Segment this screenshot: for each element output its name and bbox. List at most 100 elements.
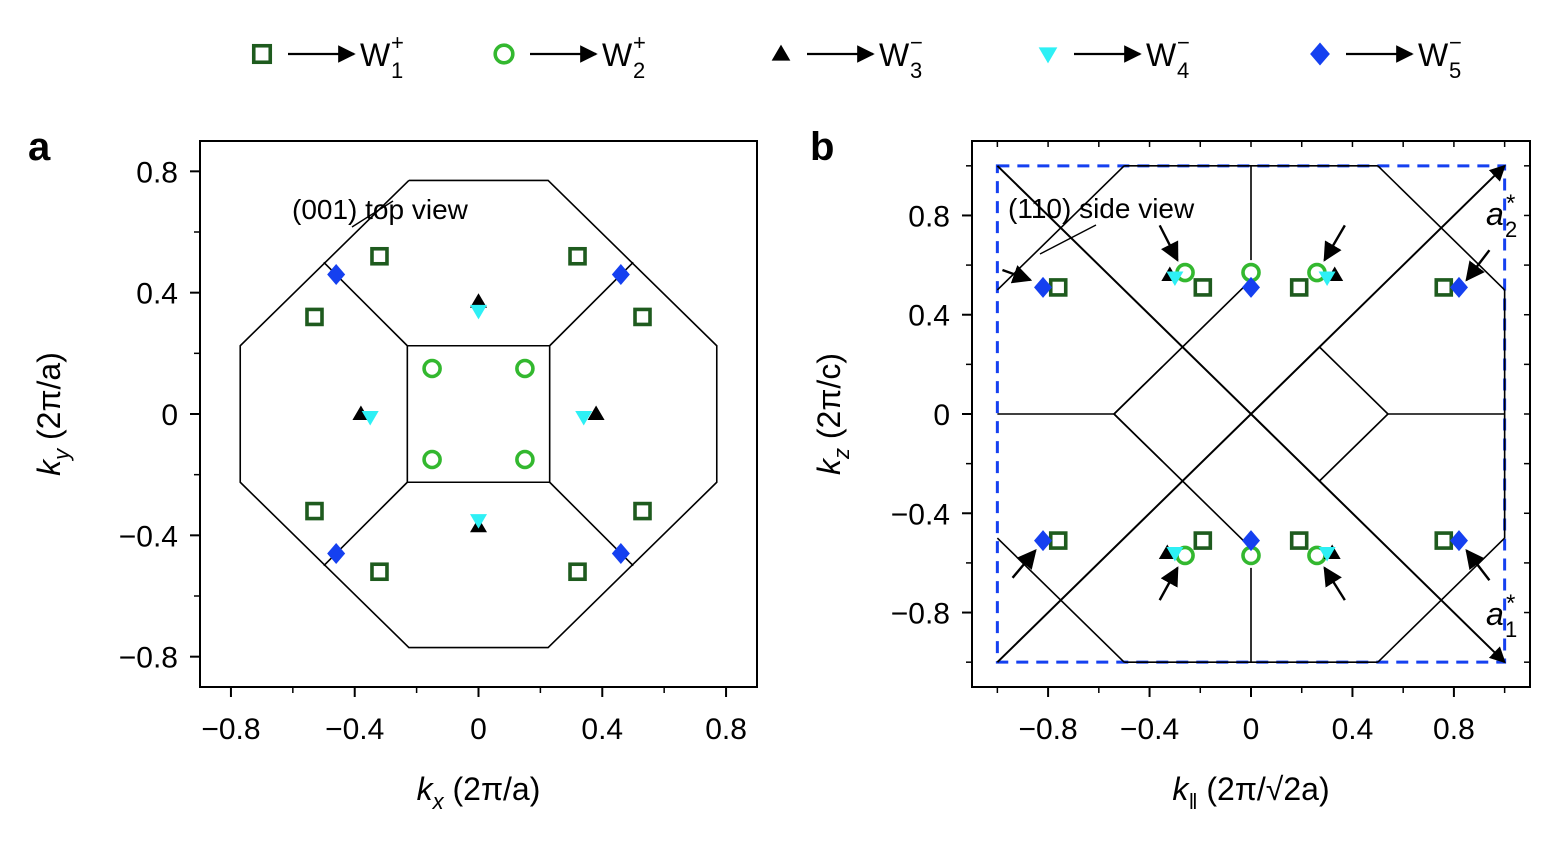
series-w4-minus (1166, 271, 1336, 562)
view-annotation: (110) side view (1008, 193, 1195, 224)
pointer-arrow (1323, 224, 1346, 262)
x-tick-label: 0.4 (581, 713, 623, 746)
data-point (1166, 271, 1184, 286)
series-w4-minus (361, 304, 593, 529)
annotation-leader (1039, 224, 1097, 255)
series-w5-minus (327, 263, 630, 565)
legend-marker (1310, 42, 1330, 66)
pointer-arrow (1002, 265, 1033, 284)
vector-label-a1: a (1486, 596, 1504, 632)
y-tick-label: 0 (933, 399, 950, 432)
legend-marker (493, 43, 515, 65)
bz-boundary-line (1250, 413, 1321, 482)
x-tick-label: 0.8 (705, 713, 747, 746)
data-point (1034, 276, 1053, 298)
data-point (1449, 530, 1468, 552)
legend-sup: − (910, 30, 923, 55)
bz-boundary-line (1113, 346, 1184, 415)
y-label-unit: (2π/a) (31, 352, 67, 449)
data-point (611, 543, 630, 565)
panel-a: a−0.8 −0.4 0 0.4 0.8−0.8−0.400.40.8kx (2π/a)… (28, 125, 758, 814)
x-tick-label: −0.4 (325, 713, 384, 746)
panel-letter: b (810, 125, 834, 169)
y-tick-label: −0.8 (891, 598, 950, 631)
legend-item-w5: W − 5 (1310, 30, 1462, 83)
legend-sup: − (1177, 30, 1190, 55)
legend-name: W (602, 37, 633, 73)
data-point (470, 293, 487, 308)
pointer-arrow (1158, 224, 1179, 262)
x-axis-label: k‖ (2π/√2a) (1172, 771, 1329, 814)
data-point (1034, 530, 1053, 552)
data-point (422, 358, 442, 379)
legend-item-w4: W − 4 (1038, 30, 1190, 83)
bz-boundary-line (1250, 346, 1321, 415)
x-tick-label: −0.4 (1120, 713, 1179, 746)
data-point (611, 263, 630, 285)
x-axis-label: kx (2π/a) (417, 771, 541, 814)
data-point (587, 405, 605, 420)
x-tick-label: 0 (1243, 713, 1260, 746)
x-label-unit: (2π/√2a) (1197, 771, 1329, 807)
legend-sup: + (633, 30, 646, 55)
vector-label-letter: a (1486, 196, 1504, 232)
y-label-var: k (811, 457, 847, 475)
data-point (1434, 531, 1454, 550)
y-tick-label: 0.4 (136, 278, 178, 311)
legend-name: W (879, 37, 910, 73)
y-tick-label: 0.4 (908, 300, 950, 333)
x-tick-label: 0.4 (1332, 713, 1374, 746)
y-axis-label: kz (2π/c) (811, 353, 854, 475)
data-point (515, 449, 535, 470)
legend-marker (1038, 47, 1058, 64)
legend-name: W (1146, 37, 1177, 73)
pointer-arrow (1465, 249, 1491, 282)
legend-item-w2: W +2 (493, 30, 646, 83)
series-w1-minusplus (305, 246, 652, 582)
legend-item-w3: W − 3 (771, 30, 923, 83)
data-point (422, 449, 442, 470)
legend-sup: + (391, 30, 404, 55)
x-label-sub: ‖ (1188, 789, 1197, 814)
vector-label-sup: * (1505, 190, 1515, 217)
legend: W +1 W +2 W −3 W −4 W −5 (251, 30, 1462, 83)
data-point (1048, 531, 1068, 550)
panel-b: b−0.8 −0.4 0 0.4 0.8−0.8−0.400.40.8k‖ (2π/√2… (810, 125, 1531, 814)
y-tick-label: −0.4 (119, 520, 178, 553)
data-point (1318, 546, 1336, 562)
x-label-var: k (1172, 771, 1190, 807)
bz-boundary-line (1181, 279, 1252, 348)
bz-boundary-line (1318, 480, 1442, 601)
y-label-sub: z (829, 448, 854, 460)
series-w5-minus (1034, 276, 1468, 552)
vector-label-a2: a (1486, 196, 1504, 232)
data-point (1193, 531, 1213, 550)
pointer-arrow (1158, 566, 1179, 601)
bz-boundary-line (406, 344, 551, 484)
x-tick-label: 0 (470, 713, 487, 746)
legend-sub: 2 (633, 58, 645, 83)
data-point (633, 501, 652, 521)
legend-label: W (360, 37, 391, 73)
legend-sub: 3 (910, 58, 922, 83)
data-point (568, 246, 587, 266)
plot-frame (199, 140, 758, 688)
vector-label-sub: 1 (1505, 617, 1517, 642)
y-tick-label: −0.8 (119, 642, 178, 675)
x-label-var: k (417, 771, 435, 807)
legend-label: W (879, 37, 910, 73)
legend-sub: 5 (1449, 58, 1461, 83)
data-point (1318, 271, 1336, 286)
x-label-sub: x (432, 789, 445, 814)
y-label-var: k (31, 458, 67, 476)
x-label-unit: (2π/a) (444, 771, 541, 807)
data-point (568, 562, 587, 582)
legend-item-w1: W +1 (251, 30, 404, 83)
legend-marker (251, 43, 273, 65)
data-point (1193, 278, 1213, 297)
legend-sub: 1 (391, 58, 403, 83)
data-point (1449, 276, 1468, 298)
data-point (361, 411, 379, 426)
data-point (370, 246, 389, 266)
pointer-arrow (1465, 548, 1491, 582)
